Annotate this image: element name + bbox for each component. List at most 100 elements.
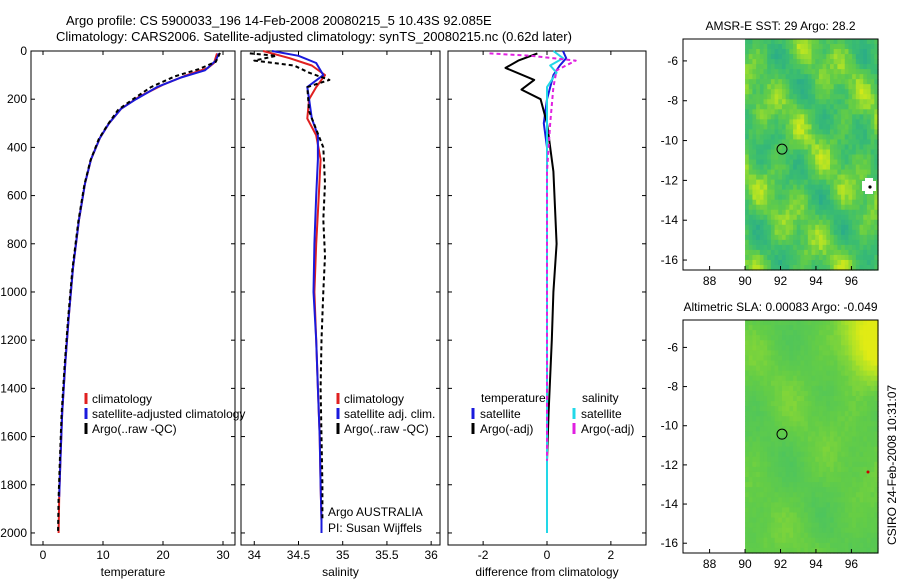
heatmap-cell [855,109,861,115]
heatmap-cell [866,114,872,120]
heatmap-cell [793,254,798,261]
heatmap-cell [781,154,787,161]
heatmap-cell [774,119,779,125]
heatmap-cell [826,527,831,534]
heatmap-cell [859,219,864,226]
heatmap-cell [855,537,861,544]
heatmap-cell [866,254,872,261]
heatmap-cell [807,365,813,372]
heatmap-cell [818,360,824,367]
heatmap-cell [745,502,750,509]
heatmap-cell [770,159,776,166]
heatmap-cell [767,39,772,45]
heatmap-cell [829,345,835,351]
heatmap-cell [748,482,754,488]
heatmap-cell [811,174,816,181]
heatmap-cell [818,436,824,443]
heatmap-cell [774,84,779,90]
heatmap-cell [807,330,813,336]
heatmap-cell [874,244,879,251]
heatmap-cell [763,109,768,115]
heatmap-cell [818,456,824,463]
heatmap-cell [874,59,879,65]
heatmap-cell [811,436,816,443]
heatmap-cell [863,49,868,55]
heatmap-cell [789,335,794,341]
heatmap-cell [870,174,875,181]
heatmap-cell [770,446,776,453]
heatmap-cell [785,466,790,473]
heatmap-cell [807,214,813,221]
heatmap-cell [785,406,790,412]
heatmap-cell [866,69,872,75]
heatmap-cell [822,335,827,341]
heatmap-cell [756,487,761,493]
heatmap-cell [833,390,838,397]
heatmap-cell [745,249,750,256]
heatmap-cell [855,380,861,387]
heatmap-cell [811,129,816,136]
heatmap-cell [863,174,868,181]
heatmap-cell [848,441,853,448]
heatmap-cell [800,74,805,80]
heatmap-cell [815,74,820,80]
heatmap-cell [837,355,842,362]
heatmap-cell [804,517,809,524]
heatmap-cell [778,532,783,539]
heatmap-cell [844,537,850,544]
heatmap-cell [745,517,750,524]
heatmap-cell [859,174,864,181]
heatmap-cell [770,436,776,443]
heatmap-cell [859,189,864,196]
heatmap-cell [829,89,835,95]
heatmap-cell [763,209,768,216]
heatmap-cell [804,224,809,231]
heatmap-cell [822,446,827,453]
heatmap-cell [859,169,864,176]
legend-label: climatology [92,392,152,406]
heatmap-cell [774,461,779,468]
heatmap-cell [759,492,765,498]
heatmap-cell [748,139,754,146]
heatmap-cell [796,436,802,443]
heatmap-cell [793,537,798,544]
heatmap-cell [752,74,757,80]
heatmap-cell [745,436,750,443]
heatmap-cell [818,380,824,387]
heatmap-cell [855,471,861,478]
heatmap-cell [745,330,750,336]
heatmap-cell [759,527,765,534]
heatmap-cell [826,426,831,433]
heatmap-cell [800,542,805,549]
heatmap-cell [848,239,853,246]
heatmap-cell [756,502,761,509]
heatmap-cell [826,189,831,196]
heatmap-cell [796,134,802,141]
heatmap-cell [826,537,831,544]
heatmap-cell [841,39,846,45]
heatmap-cell [756,219,761,226]
heatmap-cell [870,441,875,448]
heatmap-cell [811,149,816,156]
heatmap-cell [807,104,813,110]
heatmap-cell [811,159,816,166]
heatmap-cell [826,194,831,201]
heatmap-cell [745,340,750,346]
heatmap-cell [756,39,761,45]
heatmap-cell [837,416,842,422]
heatmap-cell [874,375,879,382]
heatmap-cell [781,239,787,246]
heatmap-cell [837,224,842,231]
heatmap-cell [859,129,864,136]
heatmap-cell [837,49,842,55]
heatmap-cell [756,446,761,453]
heatmap-cell [756,179,761,186]
heatmap-cell [774,436,779,443]
heatmap-cell [748,204,754,211]
heatmap-cell [874,124,879,130]
heatmap-cell [837,325,842,331]
heatmap-cell [818,124,824,130]
heatmap-cell [796,199,802,206]
heatmap-cell [855,79,861,85]
heatmap-cell [778,451,783,458]
